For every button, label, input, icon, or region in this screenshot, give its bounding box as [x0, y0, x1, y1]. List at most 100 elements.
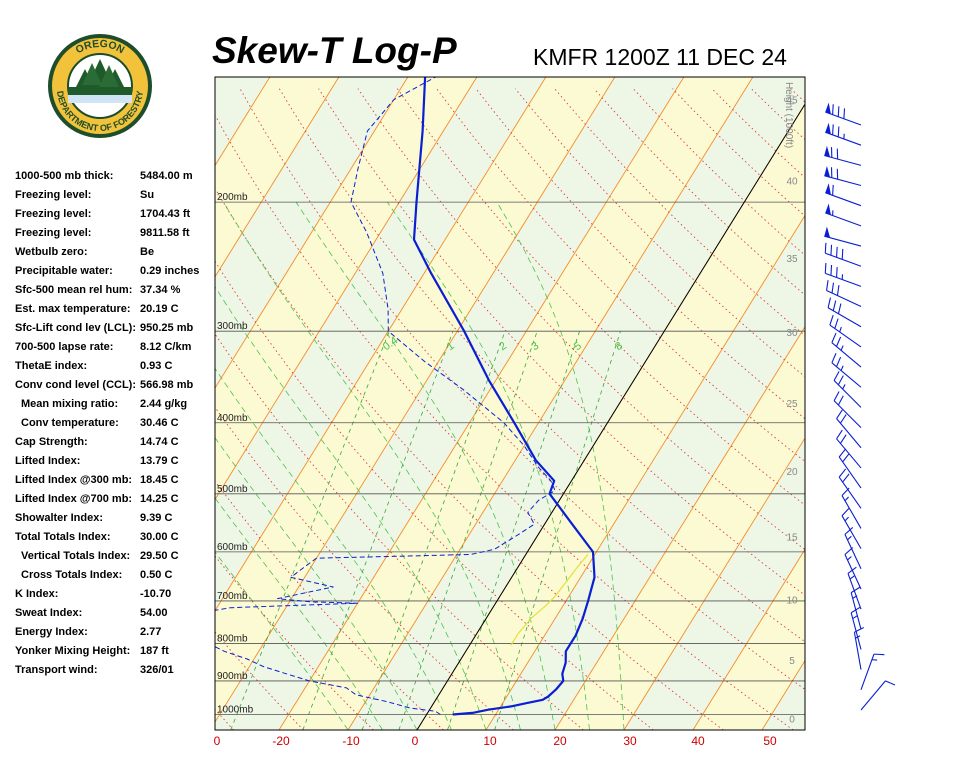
height-tick-label: 0 [789, 715, 795, 726]
wind-barb-staff [824, 235, 862, 247]
wind-barb-flag [837, 106, 840, 117]
index-row: ThetaE index: 0.93 C [15, 358, 215, 377]
height-tick-label: 25 [786, 399, 798, 410]
index-row: Sweat Index: 54.00 [15, 605, 215, 624]
wind-barb-staff [826, 289, 862, 308]
pressure-label: 400mb [217, 413, 248, 424]
pressure-label: 1000mb [217, 704, 254, 715]
index-row: Lifted Index @300 mb: 18.45 C [15, 472, 215, 491]
dry-adiabat [215, 708, 234, 730]
wind-barb-staff [827, 307, 862, 328]
isotherm-line [485, 214, 805, 730]
index-row: Est. max temperature: 20.19 C [15, 301, 215, 320]
wind-barb-pennant [824, 166, 831, 178]
wind-barb-pennant [825, 122, 831, 135]
index-value: 9.39 C [140, 512, 173, 524]
wind-barb-staff [833, 380, 862, 408]
dry-adiabat [790, 88, 805, 103]
index-label: Lifted Index: [15, 455, 81, 467]
wind-barb-flag [835, 356, 842, 367]
wind-barb-staff [860, 680, 886, 711]
wind-barb-flag [824, 262, 827, 274]
wind-barb-flag [841, 248, 844, 260]
isotherm-line [692, 548, 805, 730]
wind-barb-half-flag [840, 365, 844, 371]
wind-barb-flag [824, 242, 827, 254]
index-row: Lifted Index @700 mb: 14.25 C [15, 491, 215, 510]
isotherm-line [347, 77, 754, 730]
wind-barb-half-flag [840, 345, 844, 351]
moist-adiabat [215, 367, 452, 730]
index-label: Sweat Index: [15, 607, 83, 619]
wind-barb-staff [841, 515, 862, 549]
index-value: 54.00 [140, 607, 168, 619]
wind-barb-staff [831, 342, 862, 368]
index-value: 5484.00 m [140, 170, 193, 182]
index-label: Vertical Totals Index: [21, 550, 131, 562]
wind-barb-flag [836, 285, 840, 296]
wind-barb-flag [826, 280, 829, 291]
wind-barb-flag [873, 653, 885, 656]
wind-barb [831, 353, 862, 388]
pressure-label: 700mb [217, 591, 248, 602]
wind-barb-staff [825, 212, 862, 227]
dewpoint-profile-line [215, 77, 556, 715]
wind-barb [860, 680, 896, 711]
pressure-label: 800mb [217, 633, 248, 644]
height-tick-label: 15 [786, 533, 798, 544]
x-tick-label: -20 [272, 734, 290, 748]
index-value: 8.12 C/km [140, 341, 192, 353]
wind-barb [847, 566, 862, 610]
wind-barb-flag [836, 409, 843, 419]
wind-barb [824, 145, 862, 166]
index-value: 326/01 [140, 664, 174, 676]
isotherm-line [623, 437, 805, 730]
wind-barb-half-flag [844, 516, 849, 522]
index-value: 14.74 C [140, 436, 179, 448]
plot-frame [214, 76, 806, 731]
mixing-ratio-label: 1 [445, 340, 457, 353]
wind-barb [824, 166, 862, 187]
wind-barb [841, 487, 862, 529]
mixing-ratio-line [398, 331, 538, 730]
index-label: Precipitable water: [15, 265, 113, 277]
dry-adiabat [215, 333, 584, 730]
height-tick-label: 40 [786, 177, 798, 188]
index-value: 0.29 inches [140, 265, 200, 277]
wind-barb-flag [850, 586, 861, 594]
wind-barb-staff [850, 592, 862, 630]
wind-barb-staff [833, 400, 862, 428]
wind-barb [838, 468, 862, 509]
wind-barb-flag [838, 468, 847, 478]
wind-barb-staff [824, 154, 862, 166]
dry-adiabat [278, 88, 805, 643]
wind-barb-staff [825, 111, 862, 126]
index-value: 0.93 C [140, 360, 173, 372]
wind-barb [833, 371, 862, 408]
wind-barb-staff [829, 324, 862, 348]
wind-barb-flag [854, 627, 864, 633]
index-row: Cross Totals Index: 0.50 C [15, 567, 215, 586]
index-label: Freezing level: [15, 208, 92, 220]
index-row: Showalter Index: 9.39 C [15, 510, 215, 529]
x-tick-label: 30 [623, 734, 637, 748]
height-tick-label: 10 [786, 595, 798, 606]
wind-barb-flag [837, 303, 842, 314]
wind-barb-half-flag [852, 615, 858, 620]
wind-barb-flag [827, 297, 832, 308]
wind-barb-staff [831, 362, 862, 388]
index-row: Conv cond level (CCL): 566.98 mb [15, 377, 215, 396]
isotherm-line [215, 77, 616, 723]
isotherm-line [554, 325, 805, 730]
zero-isotherm [416, 103, 805, 730]
index-label: Total Totals Index: [15, 531, 111, 543]
index-value: 14.25 C [140, 493, 179, 505]
wind-barb-flag [847, 566, 857, 574]
moist-adiabat [215, 286, 487, 730]
isotherm-line [0, 77, 132, 730]
height-tick-label: 35 [786, 254, 798, 265]
wind-barb-staff [825, 131, 862, 146]
mixing-ratio-line [361, 331, 506, 730]
isotherm-band [831, 77, 960, 730]
